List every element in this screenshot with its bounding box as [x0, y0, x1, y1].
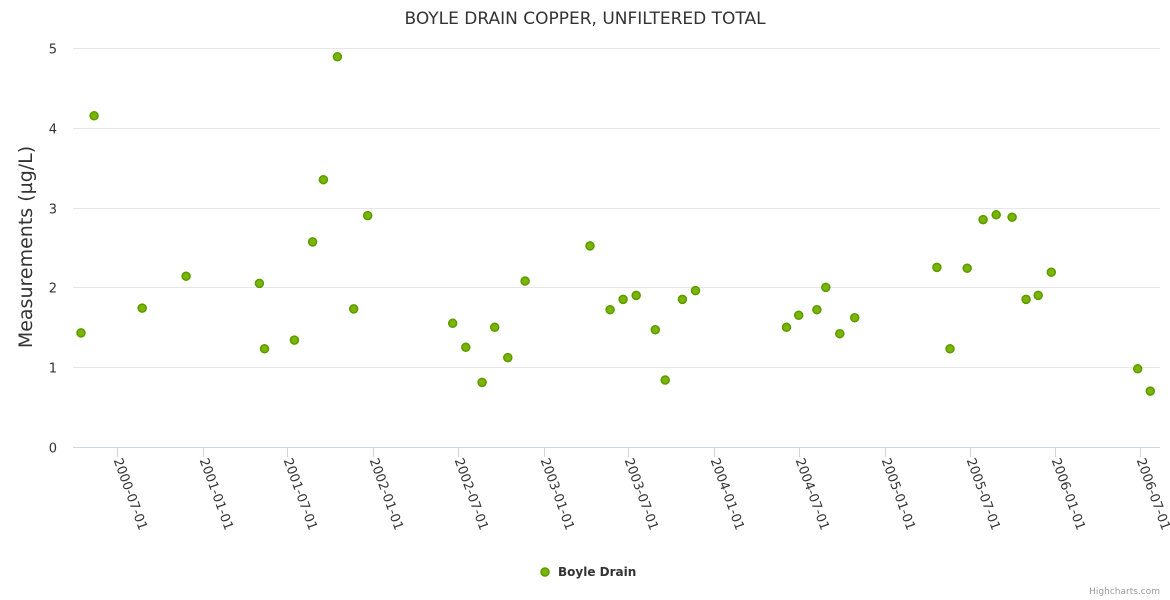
- chart-title: BOYLE DRAIN COPPER, UNFILTERED TOTAL: [404, 9, 766, 29]
- legend-marker-icon: [540, 567, 550, 577]
- legend-label: Boyle Drain: [558, 565, 636, 579]
- data-point[interactable]: [489, 322, 500, 333]
- data-point[interactable]: [605, 304, 615, 315]
- x-tick-label: 2000-07-01: [110, 456, 150, 532]
- x-tick-label: 2004-01-01: [707, 456, 747, 532]
- x-tick-label: 2006-07-01: [1133, 456, 1170, 532]
- data-point[interactable]: [503, 352, 513, 363]
- y-tick-label: 2: [49, 282, 57, 297]
- x-tick-label: 2002-07-01: [451, 456, 491, 532]
- data-point[interactable]: [932, 262, 942, 273]
- data-point[interactable]: [650, 324, 661, 335]
- x-tick-label: 2006-01-01: [1048, 456, 1088, 532]
- data-point[interactable]: [348, 304, 359, 314]
- data-point[interactable]: [585, 241, 595, 251]
- y-axis-ticks: 0 1 2 3 4 5: [49, 43, 57, 457]
- data-point[interactable]: [1021, 294, 1031, 305]
- x-tick-label: 2004-07-01: [792, 456, 832, 532]
- data-point[interactable]: [362, 210, 373, 221]
- y-axis-label: Measurements (µg/L): [15, 146, 37, 348]
- x-tick-label: 2003-07-01: [621, 456, 661, 532]
- data-point[interactable]: [76, 328, 86, 338]
- x-tick-label: 2002-01-01: [366, 456, 406, 532]
- data-point[interactable]: [307, 237, 318, 247]
- data-point[interactable]: [461, 342, 471, 353]
- y-tick-label: 1: [49, 362, 57, 377]
- data-point[interactable]: [793, 310, 804, 321]
- data-point[interactable]: [945, 344, 955, 354]
- data-point[interactable]: [660, 375, 670, 385]
- data-point[interactable]: [254, 278, 265, 289]
- y-tick-label: 4: [49, 123, 57, 138]
- data-point[interactable]: [690, 285, 701, 296]
- x-axis-ticks: 2000-07-01 2001-01-01 2001-07-01 2002-01-01…: [110, 447, 1170, 532]
- data-point[interactable]: [1046, 267, 1057, 277]
- gridlines: [73, 48, 1160, 368]
- data-point[interactable]: [289, 335, 300, 345]
- data-point[interactable]: [1145, 386, 1156, 396]
- data-point[interactable]: [677, 294, 688, 305]
- data-point[interactable]: [812, 304, 822, 315]
- x-tick-label: 2003-01-01: [537, 456, 577, 532]
- x-tick-label: 2001-01-01: [196, 456, 236, 532]
- data-point[interactable]: [781, 322, 792, 333]
- data-point[interactable]: [181, 271, 191, 281]
- data-point[interactable]: [259, 344, 270, 354]
- legend-item-boyle-drain[interactable]: Boyle Drain: [540, 565, 636, 579]
- data-point[interactable]: [520, 276, 530, 286]
- credits-link[interactable]: Highcharts.com: [1089, 587, 1160, 597]
- data-point[interactable]: [821, 282, 831, 293]
- data-point[interactable]: [962, 263, 972, 273]
- data-point[interactable]: [978, 214, 988, 225]
- data-point[interactable]: [849, 312, 860, 323]
- data-point[interactable]: [89, 111, 99, 121]
- data-point[interactable]: [631, 290, 641, 301]
- data-point[interactable]: [137, 303, 147, 313]
- x-tick-label: 2005-07-01: [963, 456, 1003, 532]
- y-tick-label: 0: [49, 442, 57, 457]
- data-points: [76, 52, 1156, 396]
- x-tick-label: 2005-01-01: [878, 456, 918, 532]
- data-point[interactable]: [1033, 290, 1043, 301]
- data-point[interactable]: [1007, 212, 1017, 222]
- data-point[interactable]: [477, 377, 487, 388]
- y-tick-label: 3: [49, 203, 57, 218]
- data-point[interactable]: [991, 210, 1001, 220]
- y-tick-label: 5: [49, 43, 57, 58]
- x-tick-label: 2001-07-01: [280, 456, 320, 532]
- data-point[interactable]: [332, 52, 343, 62]
- data-point[interactable]: [618, 294, 628, 305]
- data-point[interactable]: [1132, 364, 1143, 374]
- data-point[interactable]: [318, 174, 329, 185]
- data-point[interactable]: [447, 318, 458, 329]
- data-point[interactable]: [835, 328, 845, 339]
